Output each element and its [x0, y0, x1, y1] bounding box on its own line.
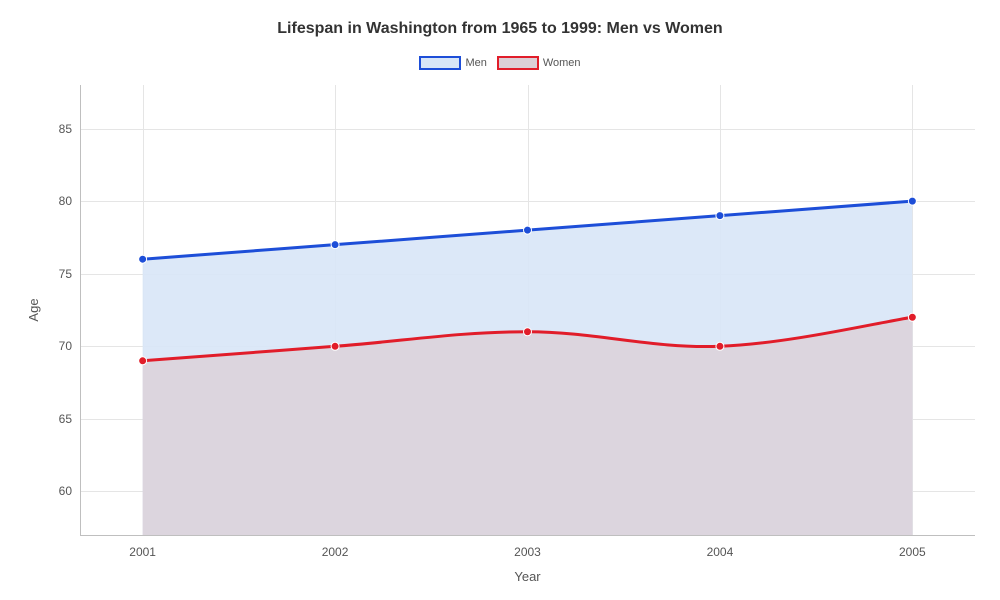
y-tick-label: 60 — [52, 484, 72, 498]
marker-men[interactable] — [139, 255, 147, 263]
legend-swatch-women — [497, 56, 539, 70]
y-tick-label: 75 — [52, 267, 72, 281]
y-tick-label: 85 — [52, 122, 72, 136]
legend: Men Women — [0, 56, 1000, 70]
marker-men[interactable] — [716, 212, 724, 220]
marker-men[interactable] — [908, 197, 916, 205]
legend-item-men[interactable]: Men — [419, 56, 486, 70]
marker-women[interactable] — [331, 342, 339, 350]
legend-label-men: Men — [465, 57, 486, 69]
x-axis-title: Year — [514, 569, 540, 584]
y-tick-label: 65 — [52, 412, 72, 426]
x-tick-label: 2005 — [899, 545, 926, 559]
marker-men[interactable] — [524, 226, 532, 234]
y-tick-label: 80 — [52, 194, 72, 208]
x-axis-line — [80, 535, 975, 536]
marker-women[interactable] — [716, 342, 724, 350]
legend-label-women: Women — [543, 57, 581, 69]
x-tick-label: 2002 — [322, 545, 349, 559]
x-tick-label: 2001 — [129, 545, 156, 559]
y-tick-label: 70 — [52, 339, 72, 353]
x-tick-label: 2003 — [514, 545, 541, 559]
series-svg — [80, 85, 975, 535]
legend-item-women[interactable]: Women — [497, 56, 581, 70]
chart-title: Lifespan in Washington from 1965 to 1999… — [0, 20, 1000, 38]
y-axis-title: Age — [26, 298, 41, 321]
legend-swatch-men — [419, 56, 461, 70]
marker-women[interactable] — [139, 357, 147, 365]
x-tick-label: 2004 — [707, 545, 734, 559]
marker-women[interactable] — [908, 313, 916, 321]
marker-men[interactable] — [331, 241, 339, 249]
marker-women[interactable] — [524, 328, 532, 336]
plot-area — [80, 85, 975, 535]
